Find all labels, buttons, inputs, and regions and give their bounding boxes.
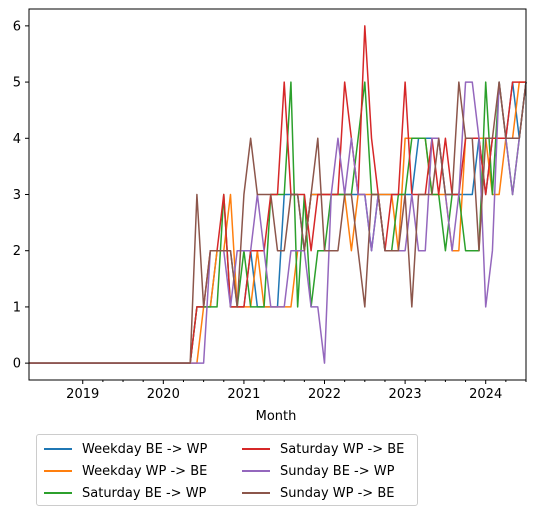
legend-item: Saturday BE -> WP <box>44 482 206 504</box>
x-axis: 2019 2020 2021 2022 2023 2024 <box>66 380 527 402</box>
legend-swatch <box>242 448 270 450</box>
x-tick-label: 2023 <box>389 387 422 402</box>
y-axis: 0 1 2 3 4 5 6 <box>13 19 29 372</box>
legend-label: Saturday WP -> BE <box>280 441 405 457</box>
x-tick-label: 2020 <box>147 387 180 402</box>
legend-item: Weekday BE -> WP <box>44 438 207 460</box>
y-tick-label: 2 <box>13 244 21 259</box>
x-tick-label: 2022 <box>308 387 341 402</box>
y-tick-label: 3 <box>13 188 21 203</box>
series-line-2 <box>29 81 526 364</box>
legend: Weekday BE -> WP Weekday WP -> BE Saturday… <box>36 434 418 506</box>
y-tick-label: 1 <box>13 300 21 315</box>
legend-swatch <box>242 492 270 494</box>
legend-label: Weekday BE -> WP <box>82 441 208 457</box>
series-line-6 <box>29 81 527 364</box>
legend-item: Saturday WP -> BE <box>242 438 404 460</box>
legend-item: Sunday BE -> WP <box>242 460 394 482</box>
legend-item: Sunday WP -> BE <box>242 482 394 504</box>
legend-swatch <box>44 448 72 450</box>
y-tick-label: 0 <box>13 357 21 372</box>
series-line-5 <box>29 81 527 364</box>
y-tick-label: 4 <box>13 132 21 147</box>
legend-item: Weekday WP -> BE <box>44 460 207 482</box>
x-tick-label: 2024 <box>469 387 502 402</box>
legend-swatch <box>44 492 72 494</box>
legend-label: Sunday WP -> BE <box>280 485 395 501</box>
plot-lines <box>29 25 527 364</box>
legend-label: Saturday BE -> WP <box>82 485 207 501</box>
y-tick-label: 6 <box>13 19 21 34</box>
x-axis-title: Month <box>256 409 297 424</box>
legend-label: Sunday BE -> WP <box>280 463 395 479</box>
x-tick-label: 2019 <box>66 387 99 402</box>
series-line-1 <box>29 81 527 364</box>
legend-swatch <box>44 470 72 472</box>
legend-swatch <box>242 470 270 472</box>
series-line-3 <box>29 81 527 364</box>
legend-label: Weekday WP -> BE <box>82 463 208 479</box>
x-tick-label: 2021 <box>227 387 260 402</box>
y-tick-label: 5 <box>13 76 21 91</box>
